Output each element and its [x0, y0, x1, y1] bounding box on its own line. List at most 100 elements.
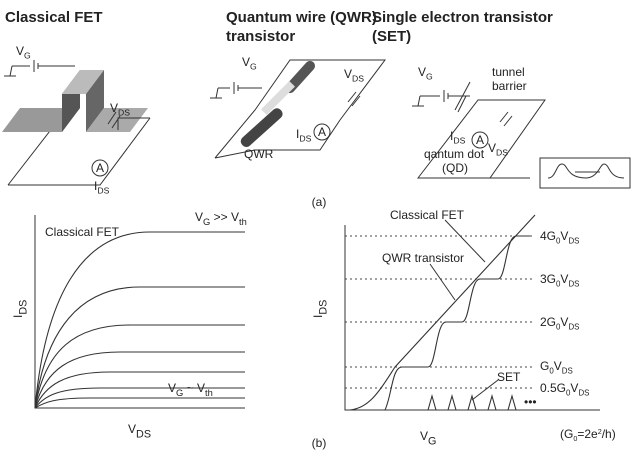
label-part: G — [250, 62, 257, 72]
label-part: DS — [568, 322, 579, 331]
y-axis-label: IDS — [311, 300, 330, 318]
caption: (b) — [312, 436, 327, 450]
vg-label: VG — [16, 44, 31, 61]
vg-label: VG — [418, 65, 433, 82]
label-part: G — [176, 388, 183, 398]
label-part: DS — [453, 136, 465, 146]
label-part: V — [420, 429, 428, 443]
label-part: V — [168, 381, 176, 395]
qwr-schematic — [210, 59, 386, 159]
label-part: 3G — [540, 272, 556, 286]
y-axis-label: IDS — [11, 300, 30, 318]
ellipsis: ••• — [524, 395, 537, 409]
curve-label: SET — [497, 370, 521, 384]
caption: (a) — [312, 195, 327, 209]
x-axis-label: VG — [420, 429, 436, 448]
vds-label: VDS — [110, 101, 130, 118]
label-part: DS — [578, 388, 589, 397]
vg-label: VG — [242, 55, 257, 72]
ids-label: IDS — [296, 127, 312, 144]
vds-label: VDS — [344, 67, 364, 84]
label-part: 0 — [556, 236, 561, 245]
curve-label: Classical FET — [45, 225, 120, 239]
label-part: V — [344, 67, 352, 81]
label-part: /h) — [602, 427, 616, 441]
label-part: DS — [562, 366, 573, 375]
ammeter: A — [476, 133, 484, 147]
label-part: DS — [97, 186, 109, 196]
right-plot — [344, 214, 600, 411]
label-part: V — [570, 381, 578, 395]
label-part: 0 — [573, 434, 577, 443]
label-part: G — [24, 51, 31, 61]
label-part: DS — [136, 429, 151, 441]
label-part: DS — [568, 236, 579, 245]
label-part: I — [11, 315, 25, 318]
label-part: 0 — [566, 388, 571, 397]
panel-title: Single electron transistor — [372, 9, 553, 26]
label-part: =2e — [577, 427, 598, 441]
wire-label: QWR — [244, 147, 274, 161]
label-part: 0.5G — [540, 381, 566, 395]
x-axis-label: VDS — [128, 422, 151, 441]
label-part: DS — [496, 148, 508, 158]
label-part: V — [16, 44, 24, 58]
label-part: V — [554, 359, 562, 373]
panel-title: Quantum wire (QWR) — [226, 9, 377, 26]
label-part: 2G — [540, 315, 556, 329]
level-label: 0.5G0VDS — [540, 381, 589, 397]
panel-title: transistor — [226, 28, 295, 45]
ids-label: IDS — [94, 179, 110, 196]
label-part: I — [94, 179, 97, 193]
vds-label: VDS — [488, 141, 508, 158]
label-part: DS — [352, 74, 364, 84]
label-part: 0 — [556, 322, 561, 331]
label-part: G — [540, 359, 549, 373]
level-label: 4G0VDS — [540, 229, 579, 245]
dot-label: (QD) — [442, 161, 468, 175]
label-part: DS — [318, 300, 330, 315]
label-part: V — [242, 55, 250, 69]
level-label: 2G0VDS — [540, 315, 579, 331]
label-part: V — [195, 210, 203, 224]
label-part: DS — [299, 134, 311, 144]
level-label: G0VDS — [540, 359, 573, 375]
label-part: DS — [118, 108, 130, 118]
label-part: V — [560, 315, 568, 329]
label-part: (G — [560, 427, 573, 441]
label-part: th — [205, 388, 213, 398]
ammeter: A — [96, 161, 104, 175]
label-part: G — [428, 436, 436, 448]
label-part: 0 — [556, 279, 561, 288]
note: (G0=2e2/h) — [560, 427, 616, 443]
label-part: I — [450, 129, 453, 143]
vg-high-label: VG >> Vth — [195, 210, 247, 227]
ids-label: IDS — [450, 129, 466, 146]
curve-label: Classical FET — [390, 208, 465, 222]
label-part: >> V — [210, 210, 239, 224]
panel-title: (SET) — [372, 28, 411, 45]
label-part: ~ V — [183, 381, 205, 395]
fet-schematic — [2, 60, 151, 186]
set-schematic — [412, 81, 631, 189]
label-part: V — [110, 101, 118, 115]
label-part: V — [560, 229, 568, 243]
ammeter: A — [318, 125, 326, 139]
label-part: V — [418, 65, 426, 79]
label-part: DS — [568, 279, 579, 288]
label-part: G — [426, 72, 433, 82]
label-part: th — [239, 217, 247, 227]
barrier-label: tunnel — [492, 65, 525, 79]
curve-label: QWR transistor — [382, 251, 464, 265]
vg-low-label: VG ~ Vth — [168, 381, 213, 398]
label-part: DS — [18, 300, 30, 315]
label-part: 4G — [540, 229, 556, 243]
barrier-label: barrier — [492, 79, 527, 93]
level-label: 3G0VDS — [540, 272, 579, 288]
label-part: G — [203, 217, 210, 227]
label-part: 2 — [598, 427, 602, 436]
label-part: I — [311, 315, 325, 318]
label-part: V — [560, 272, 568, 286]
dot-label: qantum dot — [424, 147, 485, 161]
